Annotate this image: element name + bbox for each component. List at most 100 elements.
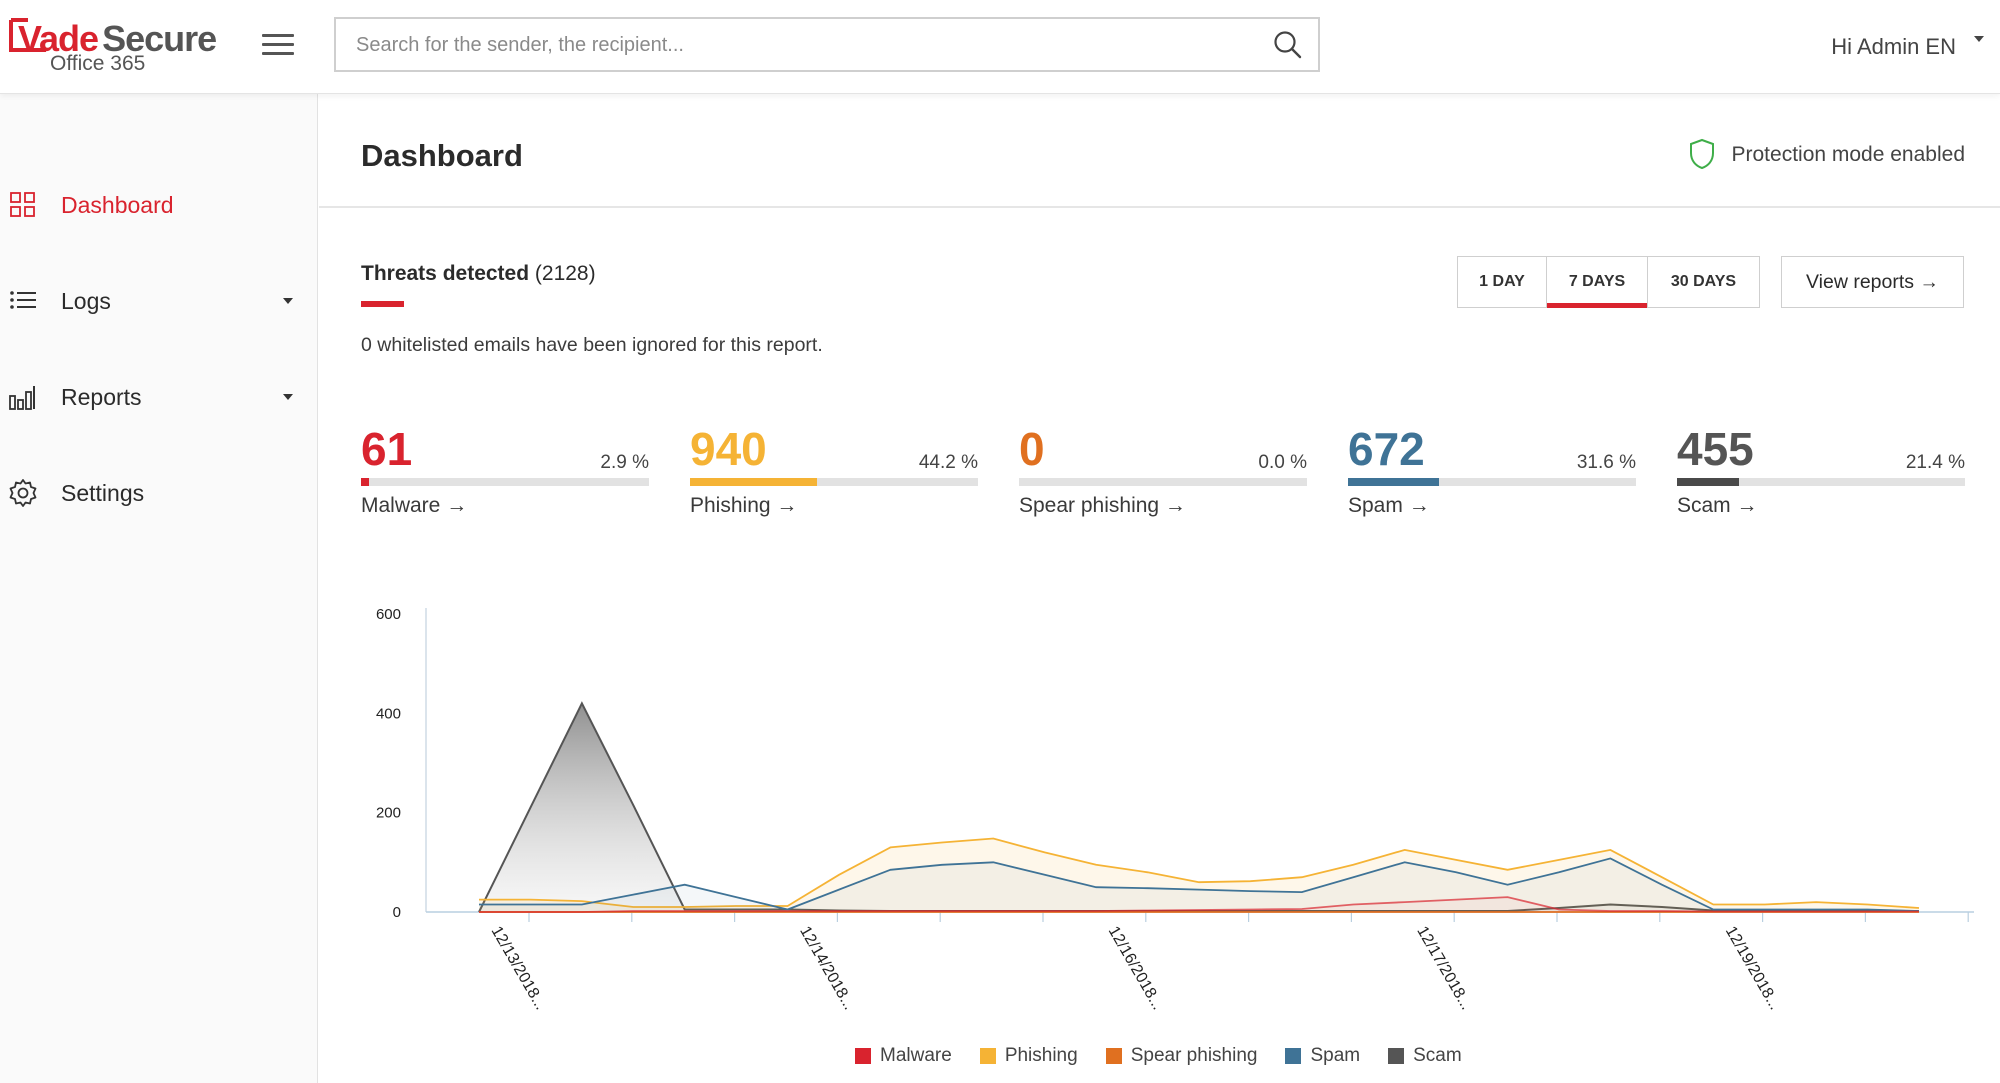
threats-count: (2128) (534, 262, 596, 285)
vade-secure-logo[interactable]: Vade Secure Office 365 (8, 16, 228, 76)
hamburger-menu-icon[interactable] (262, 34, 294, 58)
range-7-days-button[interactable]: 7 DAYS (1547, 257, 1648, 308)
stat-value: 0 (1019, 423, 1045, 475)
shield-icon (1690, 138, 1714, 170)
series-line-spam (479, 857, 1920, 912)
legend-item[interactable]: Spear phishing (1105, 1044, 1258, 1068)
list-icon (10, 291, 36, 309)
legend-item[interactable]: Phishing (979, 1044, 1078, 1068)
sidebar-item-logs[interactable]: Logs (0, 271, 318, 331)
logo-mark-icon (9, 18, 46, 52)
series-line-malware (479, 896, 1919, 913)
legend-swatch (1388, 1048, 1405, 1064)
series-line-scam (478, 701, 1919, 913)
stat-progress-fill (1348, 478, 1439, 486)
legend-swatch (979, 1048, 996, 1064)
legend-swatch (855, 1048, 871, 1064)
stat-percent: 44.2 % (918, 452, 978, 473)
stat-spam[interactable]: 672 31.6 % Spam → (1348, 423, 1636, 517)
sidebar: Dashboard Logs Reports Settings (0, 94, 318, 1083)
stat-percent: 21.4 % (1905, 452, 1965, 473)
stat-link-scam[interactable]: Scam → (1677, 494, 1758, 517)
legend-label: Scam (1413, 1045, 1462, 1066)
sidebar-item-label: Dashboard (61, 192, 174, 218)
sidebar-item-settings[interactable]: Settings (0, 463, 318, 523)
stat-value: 672 (1348, 423, 1425, 475)
stat-progress-fill (1677, 478, 1739, 486)
series-area-scam (479, 703, 1919, 912)
sidebar-item-dashboard[interactable]: Dashboard (0, 175, 318, 235)
stat-phishing[interactable]: 940 44.2 % Phishing → (690, 423, 978, 517)
stat-value: 455 (1677, 423, 1754, 475)
stat-progress-bar (1677, 478, 1965, 486)
search-box[interactable] (334, 17, 1320, 72)
x-tick-label: 12/19/2018... (1722, 924, 1783, 1013)
series-line-phishing (479, 837, 1920, 909)
legend-item[interactable]: Scam (1388, 1044, 1462, 1068)
logo-subtitle: Office 365 (50, 52, 146, 75)
range-30-days-button[interactable]: 30 DAYS (1670, 273, 1737, 290)
sidebar-item-label: Logs (61, 288, 111, 314)
gear-icon (9, 479, 37, 507)
threats-title-label: Threats detected (361, 262, 530, 285)
y-tick-label: 600 (376, 606, 401, 623)
stat-percent: 0.0 % (1258, 452, 1307, 473)
x-tick-label: 12/14/2018... (796, 924, 857, 1013)
whitelist-note: 0 whitelisted emails have been ignored f… (361, 334, 823, 356)
chevron-down-icon[interactable] (283, 298, 293, 304)
stat-link-phishing[interactable]: Phishing → (690, 494, 798, 517)
logo-brand-text: Vade Secure (18, 18, 217, 59)
stat-progress-fill (361, 478, 370, 486)
stat-progress-bar (361, 478, 649, 486)
user-menu-caret-icon[interactable] (1974, 36, 1984, 42)
sidebar-item-reports[interactable]: Reports (0, 367, 318, 427)
stat-percent: 2.9 % (600, 452, 649, 473)
legend-label: Phishing (1004, 1045, 1078, 1066)
stat-spear-phishing[interactable]: 0 0.0 % Spear phishing → (1019, 423, 1307, 517)
x-tick-label: 12/17/2018... (1413, 924, 1474, 1013)
legend-label: Spear phishing (1130, 1045, 1258, 1066)
x-tick-label: 12/16/2018... (1105, 924, 1166, 1013)
stat-link-spam[interactable]: Spam → (1348, 494, 1430, 517)
y-tick-label: 200 (376, 805, 401, 822)
stat-malware[interactable]: 61 2.9 % Malware → (361, 423, 649, 517)
series-area-malware (479, 897, 1919, 912)
stat-progress-fill (690, 478, 818, 486)
stat-value: 940 (690, 423, 767, 475)
y-tick-label: 400 (376, 705, 401, 722)
search-input[interactable] (356, 29, 1236, 61)
chevron-down-icon[interactable] (283, 394, 293, 400)
stat-link-spear-phishing[interactable]: Spear phishing → (1019, 494, 1186, 517)
legend-swatch (1105, 1048, 1122, 1064)
page-title: Dashboard (361, 138, 523, 173)
legend-label: Spam (1310, 1045, 1361, 1066)
view-reports-button[interactable]: View reports → (1781, 256, 1964, 308)
search-icon[interactable] (1272, 29, 1304, 61)
legend-item[interactable]: Malware (855, 1044, 952, 1068)
divider (319, 206, 2000, 208)
sidebar-item-label: Settings (61, 480, 145, 506)
threats-chart: 0 200 400 600 12/13/2018... 12/14/2018... 12/1… (376, 606, 1974, 1013)
range-1-day-button[interactable]: 1 DAY (1458, 257, 1547, 307)
stat-percent: 31.6 % (1576, 452, 1636, 473)
stat-value: 61 (361, 423, 413, 475)
legend-swatch (1285, 1048, 1302, 1064)
series-area-phishing (479, 838, 1919, 912)
dashboard-grid-icon (10, 192, 35, 217)
time-range-selector: 1 DAY 7 DAYS 30 DAYS (1457, 256, 1760, 308)
stat-link-malware[interactable]: Malware → (361, 494, 468, 517)
series-area-spam (479, 858, 1919, 912)
chart-legend: Malware Phishing Spear phishing Spam Scam (855, 1044, 1462, 1068)
user-menu[interactable]: Hi Admin EN (1831, 34, 1956, 59)
stat-progress-bar (690, 478, 978, 486)
legend-item[interactable]: Spam (1285, 1044, 1360, 1068)
protection-status: Protection mode enabled (1731, 143, 1966, 166)
title-underline (361, 301, 404, 307)
bar-chart-icon (9, 386, 35, 410)
stat-progress-bar (1019, 478, 1307, 486)
stat-scam[interactable]: 455 21.4 % Scam → (1677, 423, 1965, 517)
y-tick-label: 0 (393, 904, 401, 921)
x-tick-label: 12/13/2018... (488, 924, 549, 1013)
stat-progress-bar (1348, 478, 1636, 486)
